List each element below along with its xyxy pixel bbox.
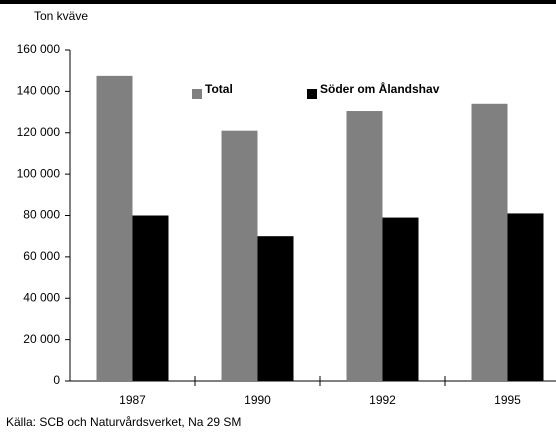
- source: Källa: SCB och Naturvårdsverket, Na 29 S…: [6, 415, 241, 429]
- y-tick-label: 0: [53, 373, 60, 387]
- header-band: [0, 0, 556, 4]
- bar: [132, 215, 169, 381]
- bar: [221, 130, 258, 381]
- bar: [471, 103, 508, 381]
- bar: [96, 75, 133, 381]
- x-tick-label: 1990: [244, 393, 271, 407]
- legend-swatch: [307, 89, 317, 99]
- legend-label: Söder om Ålandshav: [320, 81, 440, 96]
- y-tick-label: 60 000: [23, 249, 60, 263]
- y-tick-label: 100 000: [17, 166, 61, 180]
- y-tick-label: 20 000: [23, 332, 60, 346]
- x-tick-label: 1995: [494, 393, 521, 407]
- y-tick-label: 120 000: [17, 125, 61, 139]
- legend-swatch: [192, 89, 202, 99]
- x-tick-label: 1987: [119, 393, 146, 407]
- x-tick-label: 1992: [369, 393, 396, 407]
- bar: [382, 217, 419, 381]
- bar: [257, 236, 294, 381]
- y-tick-label: 140 000: [17, 84, 61, 98]
- bar: [346, 111, 383, 381]
- y-tick-label: 80 000: [23, 208, 60, 222]
- bar: [507, 213, 544, 381]
- y-axis-label: Ton kväve: [34, 9, 88, 23]
- legend-label: Total: [205, 82, 233, 96]
- y-tick-label: 40 000: [23, 290, 60, 304]
- y-tick-label: 160 000: [17, 42, 61, 56]
